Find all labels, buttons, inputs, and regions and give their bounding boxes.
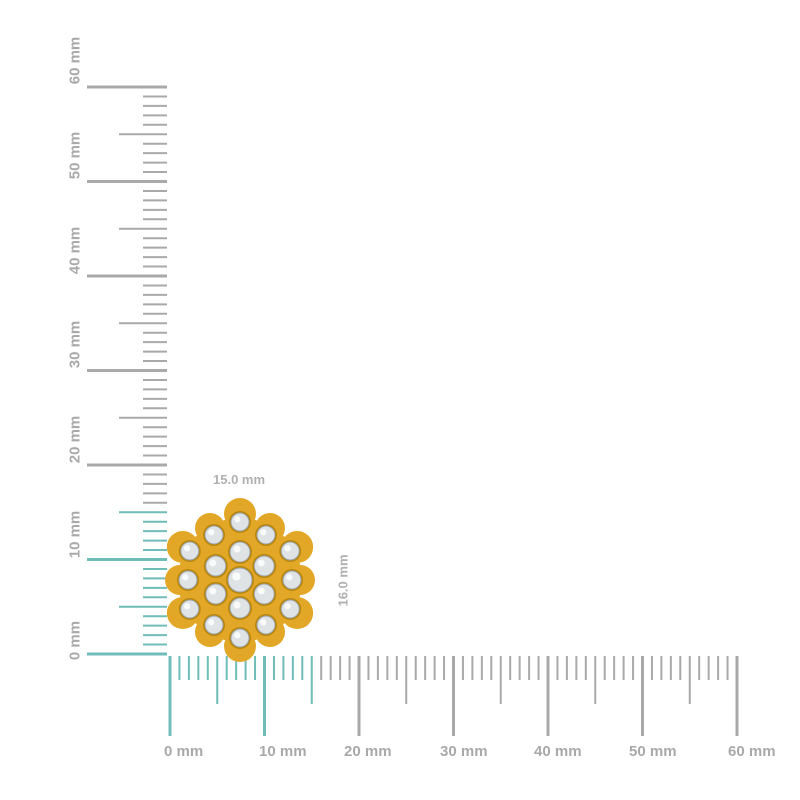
diamond-highlight: [209, 559, 217, 567]
diamond-highlight: [232, 572, 241, 581]
h-ruler-label-20: 20 mm: [344, 743, 392, 760]
width-dimension-label: 15.0 mm: [213, 472, 266, 487]
v-ruler-label-20: 20 mm: [66, 415, 84, 464]
diamond-highlight: [257, 559, 265, 567]
diamond-stone: [230, 512, 250, 532]
v-ruler-label-30: 30 mm: [66, 320, 84, 369]
diamond-highlight: [234, 632, 241, 639]
diamond-highlight: [209, 587, 217, 595]
diamond-stone: [282, 570, 302, 590]
diamond-highlight: [183, 603, 191, 610]
v-ruler-label-60: 60 mm: [66, 36, 84, 85]
diamond-stone: [280, 599, 300, 619]
v-ruler-label-0: 0 mm: [66, 620, 84, 661]
diamond-highlight: [286, 574, 293, 581]
diamond-stone: [280, 541, 300, 561]
diamond-stone: [180, 541, 200, 561]
diamond-stone: [205, 555, 227, 577]
diamond-stone: [253, 583, 275, 605]
diamond-stone: [180, 599, 200, 619]
diamond-highlight: [182, 574, 189, 581]
diamond-highlight: [234, 516, 241, 523]
diamond-highlight: [284, 603, 291, 610]
diamond-stone: [229, 541, 251, 563]
diamond-stone: [229, 597, 251, 619]
height-dimension-label: 16.0 mm: [335, 554, 351, 607]
diamond-stone: [205, 583, 227, 605]
diamond-highlight: [183, 545, 191, 552]
diamond-highlight: [233, 545, 241, 553]
diamond-highlight: [260, 529, 267, 536]
diamond-highlight: [208, 529, 215, 536]
h-ruler-label-60: 60 mm: [728, 743, 776, 760]
diamond-stone: [256, 525, 276, 545]
diamond-highlight: [284, 545, 291, 552]
h-ruler-label-50: 50 mm: [629, 743, 677, 760]
diamond-highlight: [257, 587, 265, 595]
diamond-stone: [230, 628, 250, 648]
h-ruler-label-10: 10 mm: [259, 743, 307, 760]
diamond-stone: [253, 555, 275, 577]
v-ruler-label-40: 40 mm: [66, 226, 84, 275]
diamond-stone: [256, 615, 276, 635]
diamond-stone: [178, 570, 198, 590]
diamond-stone: [227, 567, 253, 593]
diamond-highlight: [260, 619, 267, 626]
diamond-highlight: [208, 619, 215, 626]
diamond-highlight: [233, 601, 241, 609]
v-ruler-label-50: 50 mm: [66, 131, 84, 180]
h-ruler-label-30: 30 mm: [440, 743, 488, 760]
h-ruler-label-0: 0 mm: [164, 743, 204, 760]
h-ruler-label-40: 40 mm: [534, 743, 582, 760]
diamond-stone: [204, 615, 224, 635]
diamond-stone: [204, 525, 224, 545]
v-ruler-label-10: 10 mm: [66, 510, 84, 559]
